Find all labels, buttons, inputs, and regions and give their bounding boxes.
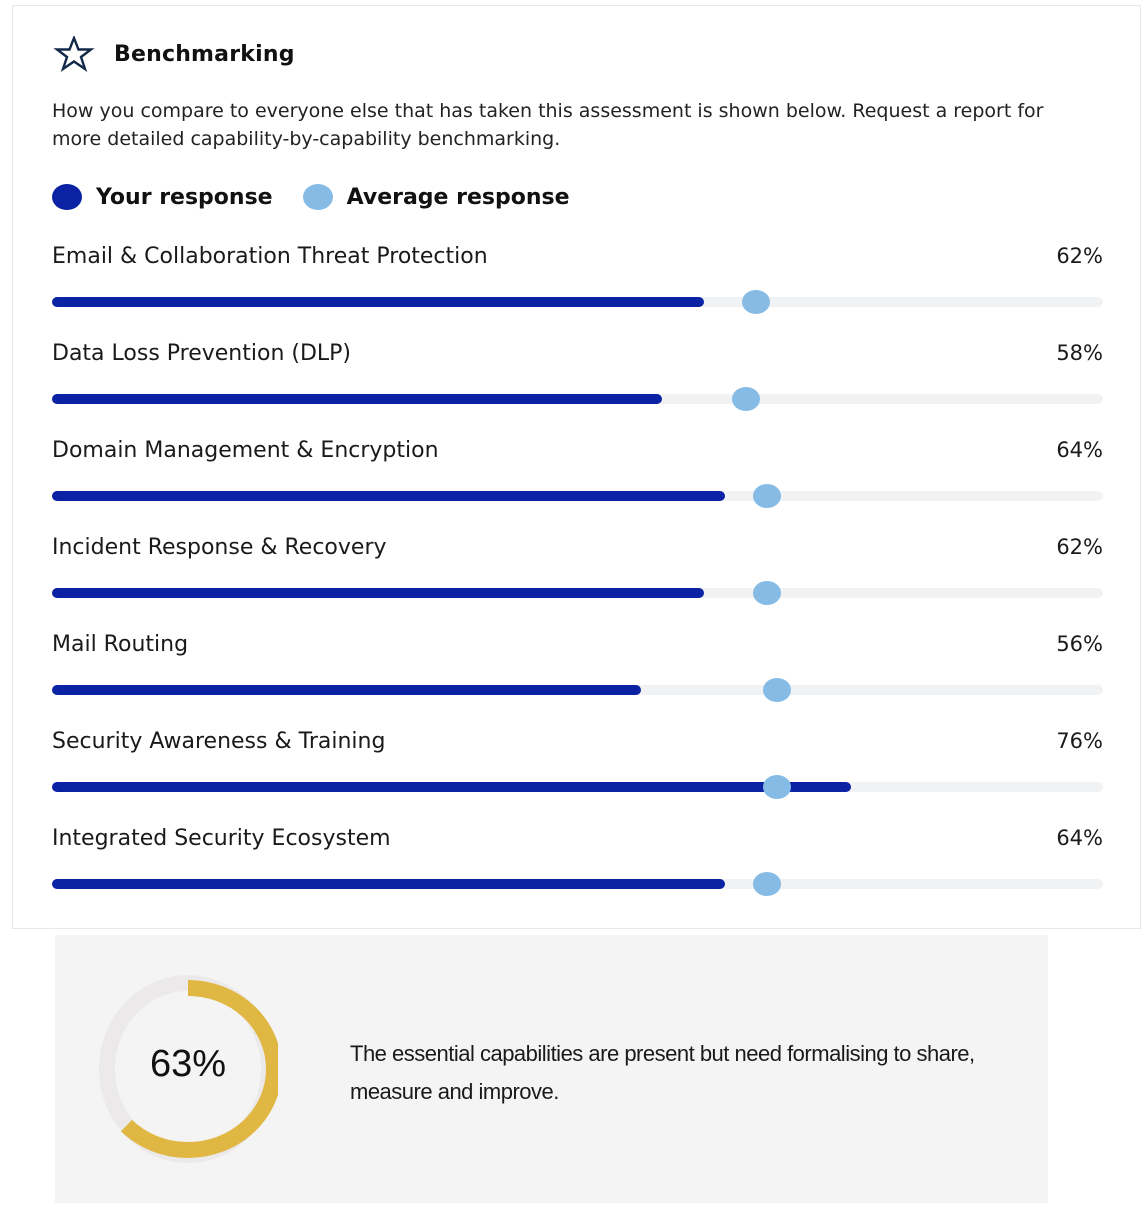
score-track [52, 775, 1103, 799]
average-response-marker [752, 872, 781, 896]
capability-label: Integrated Security Ecosystem [52, 826, 391, 851]
average-response-marker [731, 387, 760, 411]
capability-score: 64% [1056, 826, 1103, 850]
capability-label: Email & Collaboration Threat Protection [52, 244, 488, 269]
your-response-swatch [52, 184, 82, 210]
benchmark-row: Integrated Security Ecosystem 64% [52, 826, 1103, 923]
your-response-bar [52, 685, 641, 695]
your-response-bar [52, 588, 704, 598]
score-track [52, 678, 1103, 702]
benchmarking-card: Benchmarking How you compare to everyone… [12, 5, 1141, 929]
capability-label: Security Awareness & Training [52, 729, 386, 754]
capability-score: 56% [1056, 632, 1103, 656]
benchmark-row: Domain Management & Encryption 64% [52, 438, 1103, 535]
benchmark-rows: Email & Collaboration Threat Protection … [52, 244, 1103, 923]
average-response-swatch [302, 184, 333, 210]
score-track [52, 290, 1103, 314]
capability-score: 58% [1056, 341, 1103, 365]
overall-score-description: The essential capabilities are present b… [350, 1041, 975, 1104]
benchmark-row: Mail Routing 56% [52, 632, 1103, 729]
overall-score-donut [98, 975, 278, 1163]
benchmark-row: Security Awareness & Training 76% [52, 729, 1103, 826]
benchmark-row: Email & Collaboration Threat Protection … [52, 244, 1103, 341]
average-response-marker [752, 581, 781, 605]
capability-score: 62% [1056, 535, 1103, 559]
score-track [52, 872, 1103, 896]
score-track [52, 581, 1103, 605]
capability-score: 64% [1056, 438, 1103, 462]
star-outline-icon [53, 36, 95, 72]
average-response-marker [763, 678, 792, 702]
benchmark-row: Data Loss Prevention (DLP) 58% [52, 341, 1103, 438]
card-title: Benchmarking [114, 41, 295, 67]
your-response-bar [52, 394, 662, 404]
capability-label: Incident Response & Recovery [52, 535, 387, 560]
your-response-bar [52, 491, 725, 501]
capability-label: Domain Management & Encryption [52, 438, 439, 463]
overall-score-value: 63% [149, 1043, 227, 1085]
benchmark-row: Incident Response & Recovery 62% [52, 535, 1103, 632]
card-description: How you compare to everyone else that ha… [52, 100, 1044, 150]
overall-score-panel: 63% The essential capabilities are prese… [55, 935, 1048, 1203]
average-response-label: Average response [346, 184, 570, 210]
your-response-bar [52, 879, 725, 889]
your-response-bar [52, 297, 704, 307]
average-response-marker [752, 484, 781, 508]
chart-legend: Your response Average response [52, 184, 600, 210]
capability-score: 76% [1056, 729, 1103, 753]
score-track [52, 484, 1103, 508]
capability-label: Mail Routing [52, 632, 189, 657]
your-response-bar [52, 782, 851, 792]
average-response-marker [763, 775, 792, 799]
capability-label: Data Loss Prevention (DLP) [52, 341, 352, 366]
capability-score: 62% [1056, 244, 1103, 268]
average-response-marker [742, 290, 771, 314]
score-track [52, 387, 1103, 411]
card-header: Benchmarking [52, 36, 295, 72]
your-response-label: Your response [96, 184, 273, 210]
